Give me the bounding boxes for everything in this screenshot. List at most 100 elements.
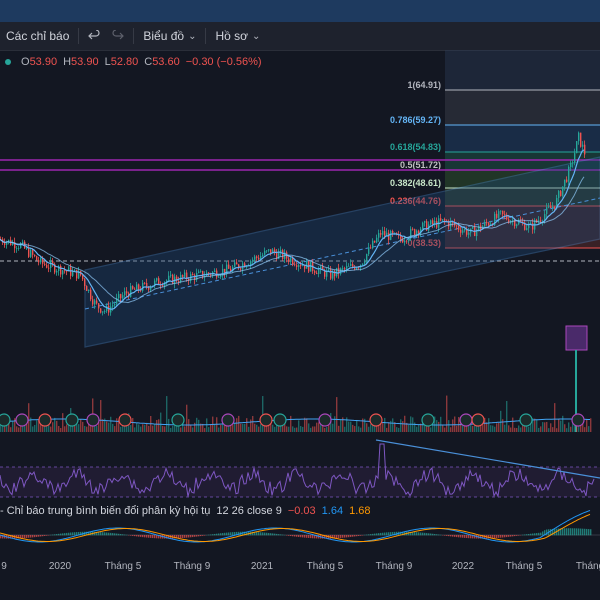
candle-body — [52, 261, 54, 265]
candle-body — [530, 223, 532, 224]
volume-bar — [334, 416, 336, 432]
event-marker-icon[interactable] — [15, 413, 29, 427]
macd-histogram-bar — [254, 531, 256, 536]
macd-histogram-bar — [490, 535, 492, 539]
candle-body — [462, 230, 464, 233]
candle-body — [136, 284, 138, 290]
volume-bar — [248, 426, 250, 432]
volume-bar — [494, 426, 496, 432]
candle-body — [294, 264, 296, 266]
volume-bar — [570, 426, 572, 432]
event-marker-icon[interactable] — [318, 413, 332, 427]
candle-body — [66, 270, 68, 272]
moving-average-fast — [0, 149, 585, 310]
candle-body — [536, 219, 538, 222]
macd-histogram-bar — [138, 535, 140, 537]
macd-histogram-bar — [62, 533, 64, 536]
chevron-down-icon: ⌄ — [252, 30, 261, 42]
volume-bar — [64, 426, 66, 432]
market-status-dot — [5, 59, 11, 65]
undo-button[interactable] — [82, 22, 106, 50]
event-marker-icon[interactable] — [519, 413, 533, 427]
x-axis-label: Tháng 9 — [376, 561, 413, 572]
macd-histogram-bar — [102, 532, 104, 536]
macd-histogram-bar — [384, 532, 386, 536]
event-marker-icon[interactable] — [38, 413, 52, 427]
macd-histogram-bar — [306, 535, 308, 538]
macd-histogram-bar — [234, 532, 236, 536]
redo-button[interactable] — [106, 22, 130, 50]
candle-body — [406, 240, 408, 242]
chart-toolbar: Các chỉ báo Biểu đồ ⌄ Hồ sơ ⌄ — [0, 22, 600, 51]
candle-body — [86, 286, 88, 292]
macd-histogram-bar — [566, 528, 568, 536]
macd-name[interactable]: - Chỉ báo trung bình biến đổi phân kỳ hộ… — [0, 505, 211, 517]
volume-bar — [400, 419, 402, 432]
candle-body — [446, 220, 448, 222]
volume-bar — [426, 424, 428, 432]
candle-body — [290, 258, 292, 262]
volume-bar — [178, 425, 180, 432]
event-marker-icon[interactable] — [259, 413, 273, 427]
profile-dropdown[interactable]: Hồ sơ ⌄ — [209, 22, 266, 50]
macd-histogram-bar — [182, 535, 184, 539]
indicators-button[interactable]: Các chỉ báo — [0, 22, 75, 50]
fib-zone-0786-0618 — [445, 125, 600, 152]
trend-channel[interactable] — [84, 156, 600, 348]
macd-histogram-bar — [2, 535, 4, 539]
candle-body — [236, 262, 238, 265]
macd-histogram-bar — [352, 535, 354, 537]
event-marker-icon[interactable] — [421, 413, 435, 427]
volume-bar — [246, 418, 248, 432]
macd-histogram-bar — [360, 535, 362, 536]
macd-histogram-bar — [148, 535, 150, 538]
event-marker-icon[interactable] — [65, 413, 79, 427]
volume-bar — [86, 426, 88, 432]
candle-body — [416, 230, 418, 235]
event-marker-icon[interactable] — [369, 413, 383, 427]
event-marker-icon[interactable] — [0, 413, 11, 427]
candle-body — [500, 210, 502, 212]
volume-bar — [56, 420, 58, 432]
event-marker-icon[interactable] — [86, 413, 100, 427]
macd-histogram-bar — [474, 535, 476, 539]
fib-level-label: 0(38.53) — [407, 238, 441, 248]
volume-bar — [390, 420, 392, 432]
volume-bar — [10, 427, 12, 432]
candle-body — [554, 206, 556, 209]
macd-histogram-bar — [582, 528, 584, 536]
event-marker-icon[interactable] — [273, 413, 287, 427]
event-marker-icon[interactable] — [171, 413, 185, 427]
candle-body — [358, 267, 360, 269]
candle-body — [426, 221, 428, 231]
macd-histogram-bar — [466, 535, 468, 539]
candle-body — [352, 264, 354, 267]
macd-histogram-bar — [262, 532, 264, 536]
macd-histogram-bar — [202, 535, 204, 536]
macd-histogram-bar — [144, 535, 146, 538]
event-marker-icon[interactable] — [459, 413, 473, 427]
event-marker-icon[interactable] — [221, 413, 235, 427]
candle-body — [318, 269, 320, 274]
event-marker-icon[interactable] — [471, 413, 485, 427]
macd-histogram-bar — [184, 535, 186, 538]
macd-histogram-bar — [354, 535, 356, 537]
volume-bar — [534, 418, 536, 432]
candle-body — [442, 219, 444, 221]
volume-spike-marker[interactable] — [565, 325, 588, 351]
macd-histogram-bar — [88, 531, 90, 536]
macd-histogram-bar — [30, 535, 32, 538]
event-marker-icon[interactable] — [118, 413, 132, 427]
volume-bar — [528, 426, 530, 432]
candle-body — [12, 242, 14, 246]
volume-bar — [238, 415, 240, 432]
event-marker-icon[interactable] — [571, 413, 585, 427]
macd-histogram-bar — [118, 533, 120, 536]
chart-type-dropdown[interactable]: Biểu đồ ⌄ — [137, 22, 202, 50]
candle-body — [330, 269, 332, 279]
volume-bar — [102, 419, 104, 432]
candle-body — [244, 263, 246, 268]
volume-bar — [564, 424, 566, 432]
volume-bar — [214, 424, 216, 432]
